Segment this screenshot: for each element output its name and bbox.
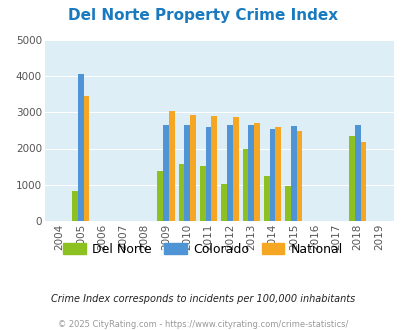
Bar	[226, 125, 232, 221]
Bar	[269, 129, 275, 221]
Bar	[248, 124, 254, 221]
Bar	[263, 176, 269, 221]
Bar	[200, 166, 205, 221]
Bar	[221, 184, 226, 221]
Bar	[360, 142, 365, 221]
Bar	[184, 124, 190, 221]
Bar	[211, 116, 217, 221]
Bar	[83, 96, 89, 221]
Bar	[348, 136, 354, 221]
Bar	[290, 126, 296, 221]
Bar	[157, 171, 163, 221]
Bar	[168, 111, 174, 221]
Bar	[190, 115, 196, 221]
Bar	[72, 191, 78, 221]
Bar	[178, 164, 184, 221]
Bar	[296, 131, 302, 221]
Bar	[284, 186, 290, 221]
Text: Del Norte Property Crime Index: Del Norte Property Crime Index	[68, 8, 337, 23]
Legend: Del Norte, Colorado, National: Del Norte, Colorado, National	[60, 239, 345, 259]
Bar	[163, 124, 168, 221]
Bar	[242, 148, 248, 221]
Bar	[254, 123, 259, 221]
Bar	[354, 125, 360, 221]
Bar	[275, 127, 280, 221]
Text: © 2025 CityRating.com - https://www.cityrating.com/crime-statistics/: © 2025 CityRating.com - https://www.city…	[58, 320, 347, 329]
Bar	[78, 74, 83, 221]
Bar	[232, 117, 238, 221]
Bar	[205, 127, 211, 221]
Text: Crime Index corresponds to incidents per 100,000 inhabitants: Crime Index corresponds to incidents per…	[51, 294, 354, 304]
